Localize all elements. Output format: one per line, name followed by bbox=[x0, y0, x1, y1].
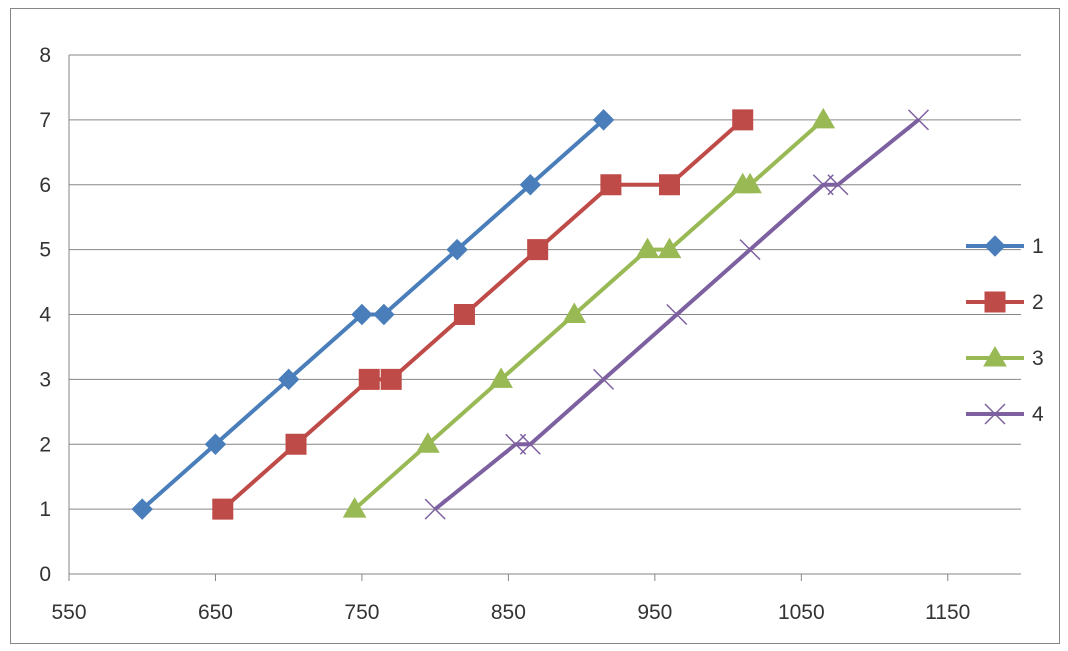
line-chart: 0 1 2 3 4 5 6 7 8 550 650 750 850 950 1050 1150 1 2 3 4 bbox=[39, 44, 1044, 624]
data-point bbox=[415, 432, 440, 453]
y-tick-label: 5 bbox=[39, 239, 51, 262]
data-point bbox=[592, 109, 615, 131]
data-point bbox=[812, 174, 834, 196]
data-point bbox=[489, 367, 513, 388]
legend-marker bbox=[984, 403, 1006, 425]
legend-label: 4 bbox=[1032, 403, 1044, 426]
series-3 bbox=[342, 107, 836, 518]
y-tick-label: 3 bbox=[39, 368, 51, 391]
data-point bbox=[739, 239, 761, 261]
legend-marker bbox=[984, 291, 1006, 313]
x-tick-label: 650 bbox=[198, 601, 233, 624]
x-tick-label: 1150 bbox=[925, 601, 970, 624]
data-point bbox=[593, 368, 615, 390]
x-tick-label: 1050 bbox=[778, 601, 825, 624]
data-point bbox=[519, 433, 541, 455]
legend-marker bbox=[983, 346, 1007, 367]
x-tick-label: 550 bbox=[51, 601, 86, 624]
data-point bbox=[424, 498, 446, 520]
data-point bbox=[827, 174, 849, 196]
y-tick-label: 7 bbox=[39, 109, 51, 132]
data-point bbox=[285, 433, 307, 455]
y-tick-label: 4 bbox=[39, 304, 51, 327]
y-tick-label: 8 bbox=[39, 44, 51, 67]
x-tick-label: 750 bbox=[344, 601, 379, 624]
data-point bbox=[351, 303, 373, 326]
data-point bbox=[907, 109, 930, 131]
data-point bbox=[277, 368, 300, 391]
data-point bbox=[666, 303, 688, 326]
data-point bbox=[811, 107, 836, 129]
series-2 bbox=[212, 109, 754, 520]
data-point bbox=[131, 498, 153, 520]
y-tick-label: 6 bbox=[39, 174, 51, 197]
data-point bbox=[380, 368, 402, 390]
legend-item-4: 4 bbox=[966, 403, 1044, 426]
x-tick-label: 850 bbox=[491, 601, 526, 624]
series-4 bbox=[424, 109, 930, 520]
data-point bbox=[657, 237, 682, 259]
data-point bbox=[204, 433, 227, 455]
data-point bbox=[453, 304, 475, 325]
data-point bbox=[658, 174, 680, 196]
data-point bbox=[519, 174, 542, 196]
legend-item-1: 1 bbox=[966, 235, 1044, 258]
y-tick-label: 0 bbox=[39, 563, 51, 586]
data-point bbox=[732, 109, 754, 131]
series-lines bbox=[131, 107, 930, 520]
legend-item-3: 3 bbox=[966, 346, 1044, 370]
data-point bbox=[505, 433, 527, 455]
data-point bbox=[738, 172, 762, 194]
data-point bbox=[373, 303, 395, 326]
data-point bbox=[527, 239, 549, 261]
data-point bbox=[562, 302, 587, 323]
data-point bbox=[446, 238, 468, 261]
x-tick-label: 950 bbox=[637, 601, 672, 624]
chart-frame: 0 1 2 3 4 5 6 7 8 550 650 750 850 950 1050 1150 1 2 3 4 bbox=[10, 8, 1060, 644]
series-line bbox=[140, 118, 605, 511]
data-point bbox=[342, 497, 367, 518]
y-tick-label: 1 bbox=[39, 498, 51, 521]
legend-label: 3 bbox=[1032, 347, 1044, 370]
data-point bbox=[212, 498, 234, 520]
series-1 bbox=[131, 109, 615, 520]
legend-marker bbox=[984, 235, 1006, 257]
legend-label: 1 bbox=[1032, 235, 1044, 258]
y-tick-label: 2 bbox=[39, 433, 51, 456]
legend: 1 2 3 4 bbox=[966, 235, 1044, 426]
axes: 0 1 2 3 4 5 6 7 8 550 650 750 850 950 1050 1150 bbox=[39, 44, 1021, 624]
legend-label: 2 bbox=[1032, 291, 1044, 314]
data-point bbox=[635, 237, 660, 259]
legend-item-2: 2 bbox=[966, 291, 1044, 314]
data-point bbox=[600, 174, 622, 196]
data-point bbox=[358, 368, 380, 390]
